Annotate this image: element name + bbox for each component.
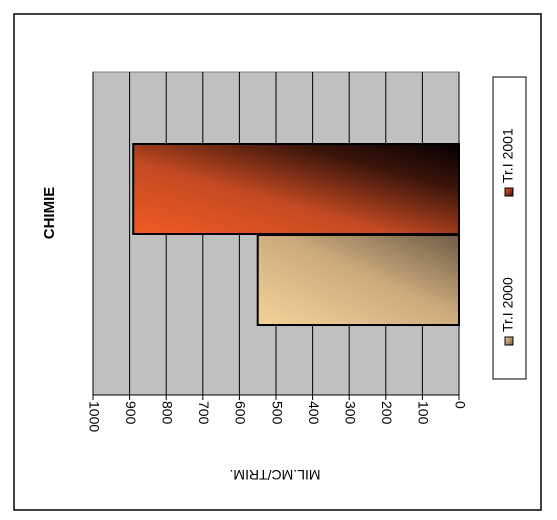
axis-title: MIL.MC/TRIM. xyxy=(230,467,321,483)
tick-label: 600 xyxy=(233,401,249,425)
bars-group xyxy=(132,143,461,326)
chart-title: CHIMIE xyxy=(41,187,58,240)
tick-label: 0 xyxy=(452,401,468,409)
legend-label-tr-i-2000: Tr.I 2000 xyxy=(500,277,516,332)
tick-label: 700 xyxy=(196,401,212,425)
tick-label: 900 xyxy=(123,401,139,425)
tick-label: 400 xyxy=(306,401,322,425)
tick-label: 100 xyxy=(416,401,432,425)
tick-label: 800 xyxy=(159,401,175,425)
legend-swatch-tr-i-2000 xyxy=(504,336,514,346)
tick-label: 300 xyxy=(342,401,358,425)
legend-swatch-tr-i-2001 xyxy=(504,187,514,197)
bar-tr-i-2001 xyxy=(132,143,460,235)
tick-labels-group: 0 100 200 300 400 500 600 700 800 900 1000 xyxy=(86,401,468,432)
legend-label-tr-i-2001: Tr.I 2001 xyxy=(500,128,516,183)
legend: Tr.I 2000 Tr.I 2001 xyxy=(492,76,527,380)
tick-label: 1000 xyxy=(86,401,102,432)
tick-label: 500 xyxy=(269,401,285,425)
tick-label: 200 xyxy=(379,401,395,425)
legend-box xyxy=(492,76,527,380)
bar-tr-i-2000 xyxy=(256,234,461,326)
